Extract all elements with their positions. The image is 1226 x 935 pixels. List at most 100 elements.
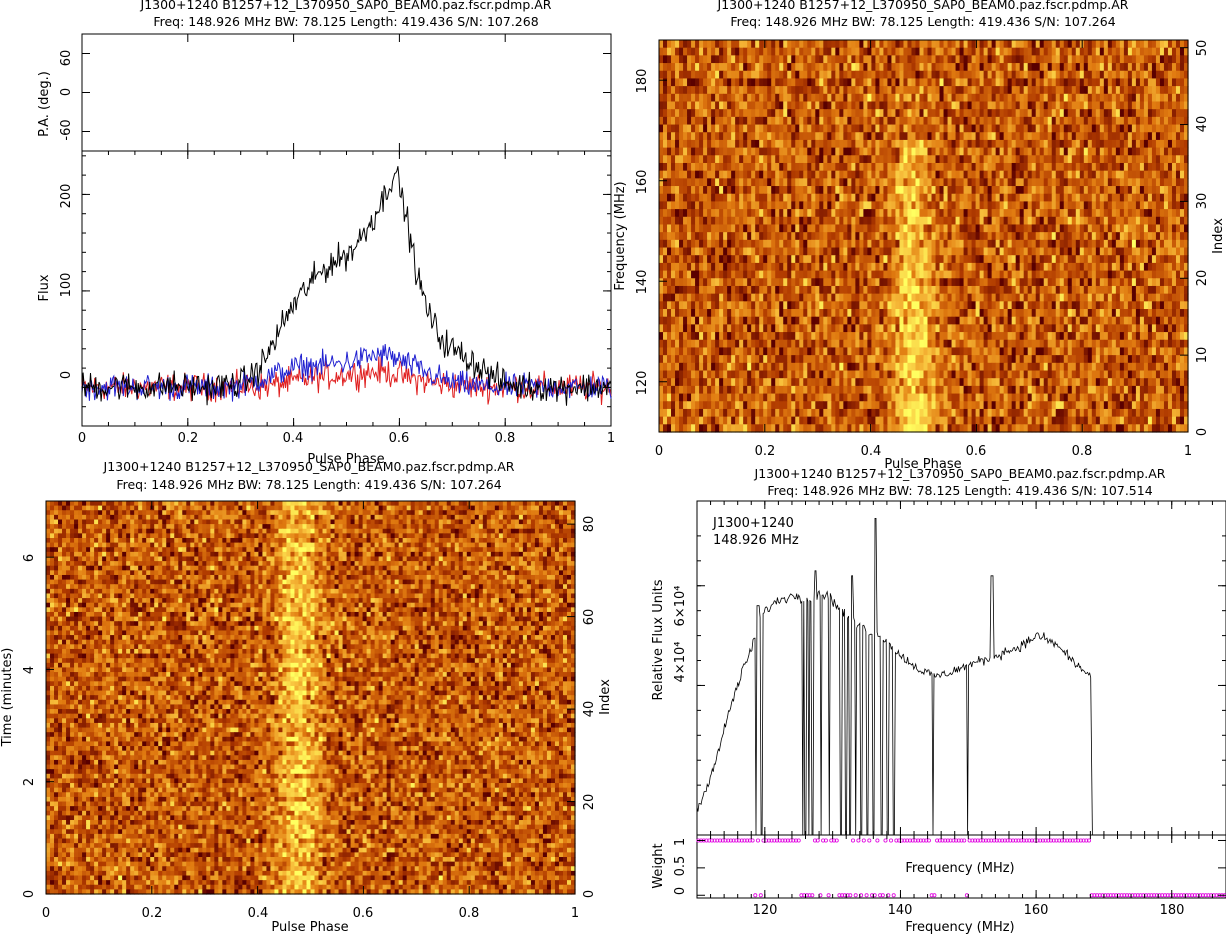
waterfall-cell (779, 209, 784, 218)
waterfall-cell (1011, 278, 1017, 287)
waterfall-cell (919, 63, 925, 72)
waterfall-cell (671, 239, 676, 249)
waterfall-cell (771, 232, 776, 241)
waterfall-cell (763, 47, 768, 56)
waterfall-cell (991, 155, 997, 164)
waterfall-cell (683, 293, 688, 302)
waterfall-cell (887, 316, 893, 325)
waterfall-cell (751, 270, 756, 279)
waterfall-cell (735, 63, 740, 72)
waterfall-cell (1067, 239, 1073, 249)
waterfall-cell (1179, 116, 1185, 126)
waterfall-cell (1035, 155, 1041, 164)
waterfall-cell (967, 170, 973, 179)
waterfall-cell (843, 255, 848, 264)
waterfall-cell (1059, 278, 1065, 287)
waterfall-cell (795, 262, 800, 272)
waterfall-cell (831, 109, 836, 118)
waterfall-cell (1031, 209, 1037, 218)
waterfall-cell (927, 93, 933, 103)
waterfall-cell (947, 124, 953, 133)
waterfall-cell (975, 201, 981, 210)
waterfall-cell (1151, 101, 1157, 110)
waterfall-cell (775, 270, 780, 279)
waterfall-cell (1175, 309, 1181, 318)
waterfall-cell (831, 224, 836, 233)
waterfall-cell (1083, 132, 1089, 141)
waterfall-cell (859, 63, 864, 72)
waterfall-cell (847, 316, 852, 325)
waterfall-cell (955, 147, 961, 156)
waterfall-cell (1003, 209, 1009, 218)
waterfall-cell (883, 239, 889, 249)
waterfall-cell (983, 232, 989, 241)
waterfall-cell (839, 101, 844, 110)
waterfall-cell (1051, 285, 1057, 295)
waterfall-cell (907, 247, 913, 256)
waterfall-cell (687, 132, 692, 141)
waterfall-cell (1135, 293, 1141, 302)
waterfall-cell (819, 139, 824, 149)
waterfall-cell (1035, 170, 1041, 179)
waterfall-cell (947, 55, 953, 64)
waterfall-cell (1095, 285, 1101, 295)
waterfall-cell (1035, 70, 1041, 80)
waterfall-cell (1135, 40, 1141, 49)
waterfall-cell (1151, 255, 1157, 264)
waterfall-cell (843, 55, 848, 64)
waterfall-cell (807, 93, 812, 103)
waterfall-cell (939, 255, 945, 264)
waterfall-cell (843, 109, 848, 118)
waterfall-cell (951, 93, 957, 103)
waterfall-cell (819, 262, 824, 272)
waterfall-cell (1167, 78, 1173, 87)
waterfall-cell (927, 216, 933, 226)
waterfall-cell (1015, 262, 1021, 272)
waterfall-cell (1175, 162, 1181, 172)
waterfall-cell (911, 139, 917, 149)
waterfall-cell (1087, 170, 1093, 179)
waterfall-cell (687, 147, 692, 156)
waterfall-cell (1155, 78, 1161, 87)
waterfall-cell (971, 239, 977, 249)
waterfall-cell (1043, 162, 1049, 172)
waterfall-cell (1099, 232, 1105, 241)
waterfall-cell (1099, 147, 1105, 156)
waterfall-cell (983, 216, 989, 226)
waterfall-cell (871, 239, 877, 249)
waterfall-cell (783, 278, 788, 287)
waterfall-cell (1039, 40, 1045, 49)
waterfall-cell (719, 178, 724, 187)
waterfall-cell (1119, 47, 1125, 56)
waterfall-cell (719, 155, 724, 164)
waterfall-cell (987, 247, 993, 256)
waterfall-cell (975, 86, 981, 95)
waterfall-cell (795, 201, 800, 210)
waterfall-cell (795, 124, 800, 133)
waterfall-cell (1163, 278, 1169, 287)
waterfall-cell (783, 132, 788, 141)
waterfall-cell (999, 162, 1005, 172)
waterfall-cell (1067, 247, 1073, 256)
waterfall-cell (1055, 162, 1061, 172)
waterfall-cell (695, 78, 700, 87)
waterfall-cell (983, 147, 989, 156)
waterfall-cell (955, 270, 961, 279)
waterfall-cell (911, 78, 917, 87)
waterfall-cell (1067, 232, 1073, 241)
waterfall-cell (1027, 285, 1033, 295)
waterfall-cell (999, 224, 1005, 233)
waterfall-cell (727, 170, 732, 179)
waterfall-cell (935, 70, 941, 80)
waterfall-cell (1059, 155, 1065, 164)
waterfall-cell (1099, 309, 1105, 318)
waterfall-cell (915, 278, 921, 287)
waterfall-cell (695, 186, 700, 195)
waterfall-cell (847, 101, 852, 110)
waterfall-cell (955, 132, 961, 141)
waterfall-cell (1035, 78, 1041, 87)
waterfall-cell (1063, 262, 1069, 272)
waterfall-cell (907, 224, 913, 233)
waterfall-cell (919, 40, 925, 49)
waterfall-cell (1047, 170, 1053, 179)
